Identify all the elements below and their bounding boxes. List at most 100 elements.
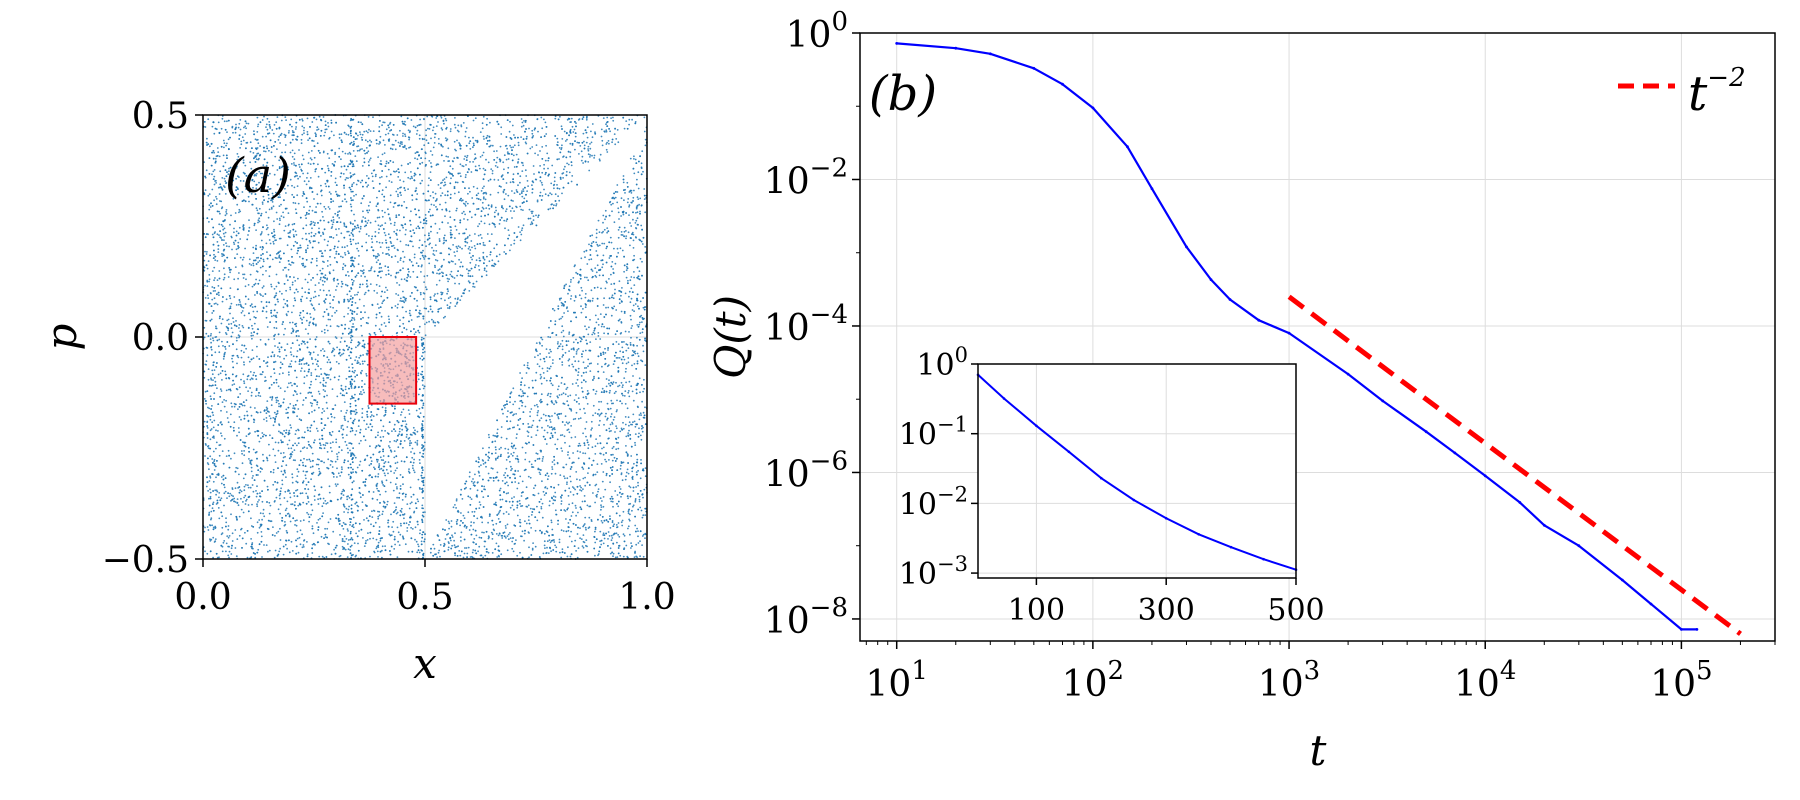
scatter-point <box>392 530 395 533</box>
scatter-point <box>576 533 579 535</box>
scatter-point <box>279 497 281 500</box>
scatter-point <box>628 424 630 427</box>
scatter-point <box>294 519 297 522</box>
scatter-point <box>317 128 320 131</box>
scatter-point <box>251 542 254 544</box>
scatter-point <box>423 538 426 541</box>
scatter-point <box>284 509 287 512</box>
scatter-point <box>568 285 571 288</box>
scatter-point <box>354 413 357 416</box>
scatter-point <box>536 505 538 508</box>
scatter-point <box>585 141 588 144</box>
scatter-point <box>584 484 587 487</box>
scatter-point <box>543 544 546 547</box>
scatter-point <box>487 179 490 182</box>
scatter-point <box>442 179 444 182</box>
scatter-point <box>261 184 264 187</box>
scatter-point <box>318 393 321 395</box>
scatter-point <box>228 556 230 559</box>
scatter-point <box>597 554 599 557</box>
scatter-point <box>330 227 333 230</box>
scatter-point <box>531 129 534 132</box>
scatter-point <box>631 509 633 512</box>
scatter-point <box>258 279 261 282</box>
scatter-point <box>597 324 600 326</box>
scatter-point <box>485 550 488 553</box>
scatter-point <box>447 520 450 523</box>
scatter-point <box>219 444 222 446</box>
scatter-point <box>284 144 287 146</box>
scatter-point <box>511 447 514 449</box>
scatter-point <box>262 195 265 198</box>
scatter-point <box>259 338 262 341</box>
scatter-point <box>551 466 553 468</box>
scatter-point <box>393 450 396 452</box>
scatter-point <box>205 169 208 172</box>
scatter-point <box>452 506 455 509</box>
scatter-point <box>375 261 378 264</box>
scatter-point <box>633 310 635 313</box>
scatter-point <box>214 489 217 492</box>
scatter-point <box>266 365 269 368</box>
scatter-point <box>596 363 599 365</box>
scatter-point <box>274 256 277 259</box>
scatter-point <box>207 297 210 299</box>
scatter-point <box>578 479 581 481</box>
scatter-point <box>331 315 333 317</box>
scatter-point <box>394 305 397 307</box>
scatter-point <box>537 216 539 219</box>
scatter-point <box>283 357 285 360</box>
scatter-point <box>304 328 307 330</box>
scatter-point <box>636 336 638 339</box>
scatter-point <box>282 306 285 309</box>
scatter-point <box>644 475 647 478</box>
scatter-point <box>218 270 221 272</box>
scatter-point <box>365 233 368 236</box>
scatter-point <box>347 548 350 551</box>
scatter-point <box>374 175 377 178</box>
scatter-point <box>414 152 417 155</box>
scatter-point <box>519 475 522 478</box>
scatter-point <box>302 447 304 450</box>
scatter-point <box>374 255 377 258</box>
scatter-point <box>539 400 541 402</box>
scatter-point <box>235 466 238 469</box>
scatter-point <box>213 297 216 300</box>
scatter-point <box>362 316 364 319</box>
scatter-point <box>604 352 607 354</box>
scatter-point <box>239 238 242 240</box>
scatter-point <box>215 198 218 200</box>
scatter-point <box>249 406 252 409</box>
scatter-point <box>615 448 618 451</box>
scatter-point <box>322 116 325 118</box>
scatter-point <box>397 193 399 196</box>
scatter-point <box>604 488 607 491</box>
scatter-point <box>249 318 252 321</box>
scatter-point <box>229 287 232 289</box>
scatter-point <box>273 354 276 356</box>
scatter-point <box>314 295 317 298</box>
scatter-point <box>211 405 213 407</box>
scatter-point <box>454 126 457 129</box>
scatter-point <box>236 498 239 500</box>
scatter-point <box>317 365 320 368</box>
scatter-point <box>619 464 622 467</box>
scatter-point <box>268 149 270 152</box>
scatter-point <box>363 360 366 363</box>
scatter-point <box>486 117 488 120</box>
scatter-point <box>303 132 305 135</box>
scatter-point <box>527 431 530 434</box>
scatter-point <box>354 219 356 222</box>
scatter-point <box>600 400 603 403</box>
scatter-point <box>419 357 422 360</box>
scatter-point <box>330 175 333 177</box>
scatter-point <box>580 337 582 340</box>
scatter-point <box>459 265 462 268</box>
scatter-point <box>571 502 574 505</box>
scatter-point <box>491 552 494 554</box>
scatter-point <box>503 219 506 222</box>
scatter-point <box>257 123 260 126</box>
scatter-point <box>227 173 230 176</box>
scatter-point <box>524 405 527 408</box>
scatter-point <box>235 164 237 166</box>
